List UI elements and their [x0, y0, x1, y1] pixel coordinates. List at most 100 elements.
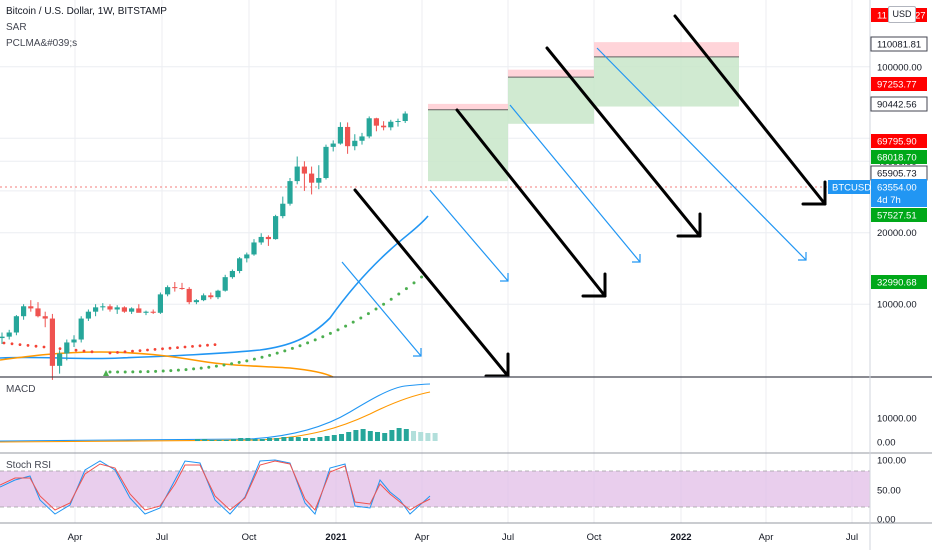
price-tag-box — [871, 134, 927, 148]
price-tag-label: 97253.77 — [877, 80, 917, 91]
candle-body — [381, 125, 387, 128]
candle-body — [258, 236, 264, 243]
sar-dot — [382, 302, 386, 306]
blue-arrow-3-head — [632, 254, 641, 263]
candle-body — [42, 316, 48, 319]
candle-body — [179, 288, 185, 290]
sar-dot — [131, 370, 135, 374]
symbol-title[interactable]: Bitcoin / U.S. Dollar, 1W, BITSTAMP — [6, 6, 167, 17]
sar-dot — [90, 350, 94, 354]
sar-dot — [275, 351, 279, 355]
time-axis-label: Jul — [502, 532, 514, 543]
macd-histogram-bar — [209, 440, 215, 441]
candle-body — [193, 300, 199, 303]
candle-body — [100, 306, 106, 308]
price-tick-label: 100000.00 — [877, 62, 922, 73]
stop-zone — [594, 42, 739, 57]
stop-zone — [508, 69, 594, 78]
macd-histogram-bar — [274, 438, 280, 441]
drawn-arrows[interactable] — [341, 14, 827, 378]
macd-histogram-bar — [317, 437, 323, 441]
blue-arrow-3 — [509, 104, 641, 263]
stoch-rsi-label[interactable]: Stoch RSI — [6, 460, 52, 471]
macd-line — [0, 383, 431, 442]
sar-dot — [26, 344, 30, 347]
macd-histogram-bar — [295, 437, 301, 441]
blue-arrow-1-head — [413, 348, 422, 357]
price-tag-label: 11 — [877, 11, 887, 22]
sar-dot — [351, 320, 355, 324]
candle-body — [208, 295, 214, 298]
macd-label[interactable]: MACD — [6, 384, 36, 395]
candle-body — [280, 203, 286, 217]
sar-dot — [412, 281, 416, 285]
current-price-label: 63554.00 — [877, 183, 917, 194]
macd-histogram-bar — [267, 438, 272, 441]
candle-body — [330, 143, 336, 147]
macd-histogram-bar — [346, 432, 352, 441]
sar-dot — [420, 275, 424, 279]
sar-dot — [168, 346, 172, 350]
sar-dot — [10, 342, 14, 346]
blue-arrow-1 — [341, 261, 422, 357]
price-tag-box — [871, 208, 927, 222]
target-zone — [594, 56, 739, 107]
sar-dot — [74, 348, 78, 352]
sar-dot — [138, 370, 142, 374]
indicator-sar-label[interactable]: SAR — [6, 22, 27, 33]
sar-dot — [404, 287, 408, 291]
sar-dot — [34, 344, 38, 348]
sar-dot — [389, 297, 393, 301]
macd-histogram-bar — [389, 430, 395, 441]
sar-dot — [58, 347, 62, 350]
candle-body — [265, 236, 271, 240]
symbol-tag-label: BTCUSD — [832, 183, 871, 194]
price-tag-box — [870, 36, 928, 52]
candle-body — [301, 166, 307, 174]
candle-body — [13, 316, 19, 333]
indicator-pclma-label[interactable]: PCLMA&#039;s — [6, 38, 78, 49]
currency-badge[interactable]: USD — [888, 6, 916, 23]
candle-body — [186, 288, 192, 303]
candle-body — [323, 146, 329, 179]
macd-histogram-bar — [339, 434, 344, 441]
time-axis-label: Oct — [242, 532, 257, 543]
sar-dot — [306, 341, 310, 345]
candle-body — [352, 140, 358, 147]
black-arrow-4-head — [801, 180, 827, 206]
sar-dot — [313, 338, 317, 342]
candle-body — [121, 307, 127, 312]
stoch-tick-label: 50.00 — [877, 486, 901, 497]
sar-dot — [192, 367, 196, 371]
macd-pane — [0, 383, 438, 443]
price-axis[interactable]: 100000.0050000.0040000.0030000.0020000.0… — [828, 8, 928, 526]
macd-histogram-bar — [411, 431, 416, 441]
sar-dot — [138, 349, 142, 352]
trade-setup-boxes — [428, 42, 739, 182]
macd-histogram-bar — [288, 437, 294, 441]
candle-body — [165, 287, 171, 295]
sar-dot — [123, 370, 127, 374]
macd-histogram-bar — [238, 438, 244, 441]
time-axis-label: Oct — [587, 532, 602, 543]
sar-dot — [2, 341, 6, 345]
target-zone — [428, 109, 508, 182]
sar-dot — [18, 343, 22, 346]
black-arrow-2 — [455, 108, 607, 298]
sar-dot — [116, 351, 119, 354]
sar-dot — [214, 364, 218, 368]
macd-histogram-bar — [223, 440, 229, 441]
candle-body — [251, 242, 257, 255]
sar-dot — [207, 365, 211, 369]
candle-body — [287, 181, 293, 204]
blue-arrow-2-head — [500, 273, 509, 282]
candle-body — [172, 287, 178, 289]
candle-body — [71, 339, 77, 343]
sar-dot — [260, 355, 264, 359]
black-arrow-2-head — [581, 272, 607, 298]
time-axis[interactable]: Apr Jul Oct 2021 Apr Jul Oct 2022 Apr Jul — [68, 532, 858, 543]
candle-body — [373, 118, 379, 126]
sar-dot — [131, 349, 134, 353]
